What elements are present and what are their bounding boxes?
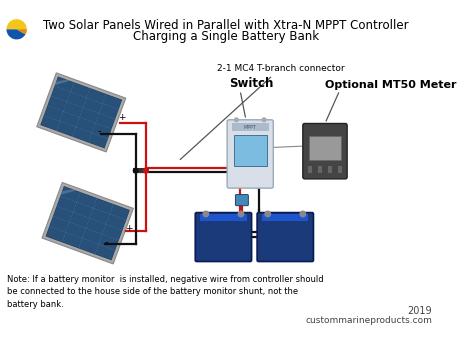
Bar xyxy=(328,166,332,173)
Polygon shape xyxy=(90,209,109,224)
Bar xyxy=(310,136,341,160)
Circle shape xyxy=(144,168,148,173)
Polygon shape xyxy=(94,199,113,213)
Circle shape xyxy=(133,168,138,173)
Polygon shape xyxy=(100,104,118,119)
Bar xyxy=(318,166,322,173)
Text: Optional MT50 Meter: Optional MT50 Meter xyxy=(325,80,456,90)
FancyBboxPatch shape xyxy=(303,124,347,179)
Polygon shape xyxy=(52,87,70,101)
Polygon shape xyxy=(73,127,91,142)
Polygon shape xyxy=(40,76,122,148)
Polygon shape xyxy=(107,215,126,230)
Polygon shape xyxy=(54,207,73,222)
Polygon shape xyxy=(57,122,75,136)
Polygon shape xyxy=(103,94,122,109)
Polygon shape xyxy=(80,108,99,122)
Polygon shape xyxy=(45,106,63,121)
Polygon shape xyxy=(71,83,90,97)
FancyBboxPatch shape xyxy=(227,120,273,188)
Polygon shape xyxy=(73,203,92,218)
Wedge shape xyxy=(7,19,27,34)
Polygon shape xyxy=(63,233,82,248)
Polygon shape xyxy=(87,89,106,103)
Polygon shape xyxy=(37,73,126,152)
FancyBboxPatch shape xyxy=(257,213,313,262)
Text: custommarineproducts.com: custommarineproducts.com xyxy=(305,316,432,325)
Polygon shape xyxy=(41,116,59,130)
Circle shape xyxy=(203,211,209,217)
Polygon shape xyxy=(61,187,80,202)
Bar xyxy=(309,166,312,173)
Polygon shape xyxy=(50,217,69,232)
Text: Charging a Single Battery Bank: Charging a Single Battery Bank xyxy=(133,30,319,43)
Bar xyxy=(232,124,269,131)
Text: +: + xyxy=(118,113,126,121)
Polygon shape xyxy=(61,189,76,195)
Polygon shape xyxy=(46,227,65,242)
Polygon shape xyxy=(83,229,102,244)
Wedge shape xyxy=(17,29,27,34)
Polygon shape xyxy=(96,245,115,260)
Text: 2019: 2019 xyxy=(408,306,432,316)
Text: +: + xyxy=(126,224,133,233)
Polygon shape xyxy=(64,102,82,117)
Circle shape xyxy=(265,211,271,217)
Circle shape xyxy=(235,118,238,122)
Polygon shape xyxy=(83,98,102,113)
Bar xyxy=(262,214,309,222)
Polygon shape xyxy=(46,186,130,260)
Polygon shape xyxy=(66,223,85,238)
Circle shape xyxy=(262,118,266,122)
Polygon shape xyxy=(48,97,66,111)
Circle shape xyxy=(238,211,244,217)
Polygon shape xyxy=(110,204,129,219)
Text: Note: If a battery monitor  is installed, negative wire from controller should
b: Note: If a battery monitor is installed,… xyxy=(8,275,324,309)
Polygon shape xyxy=(76,118,95,132)
Polygon shape xyxy=(42,182,133,264)
Polygon shape xyxy=(103,225,122,240)
Wedge shape xyxy=(7,29,26,39)
Polygon shape xyxy=(55,77,73,91)
Bar xyxy=(201,214,246,222)
Text: MPPT: MPPT xyxy=(244,125,257,130)
Polygon shape xyxy=(55,80,70,85)
Text: -: - xyxy=(104,237,108,247)
Polygon shape xyxy=(57,197,76,212)
FancyBboxPatch shape xyxy=(195,213,252,262)
Polygon shape xyxy=(99,235,118,250)
Polygon shape xyxy=(70,213,89,228)
Text: Switch: Switch xyxy=(229,77,273,90)
Polygon shape xyxy=(77,193,96,208)
Polygon shape xyxy=(68,93,86,107)
Polygon shape xyxy=(61,112,79,126)
Polygon shape xyxy=(89,133,108,148)
Text: -: - xyxy=(98,126,101,136)
FancyBboxPatch shape xyxy=(236,195,248,206)
Text: Two Solar Panels Wired in Parallel with Xtra-N MPPT Controller: Two Solar Panels Wired in Parallel with … xyxy=(44,19,409,32)
Polygon shape xyxy=(86,219,105,234)
Polygon shape xyxy=(79,239,98,254)
Bar xyxy=(338,166,342,173)
Circle shape xyxy=(300,211,306,217)
Bar xyxy=(234,135,267,166)
Text: 2-1 MC4 T-branch connector: 2-1 MC4 T-branch connector xyxy=(180,64,345,159)
Polygon shape xyxy=(96,114,115,129)
Bar xyxy=(133,168,149,173)
Polygon shape xyxy=(92,124,111,138)
